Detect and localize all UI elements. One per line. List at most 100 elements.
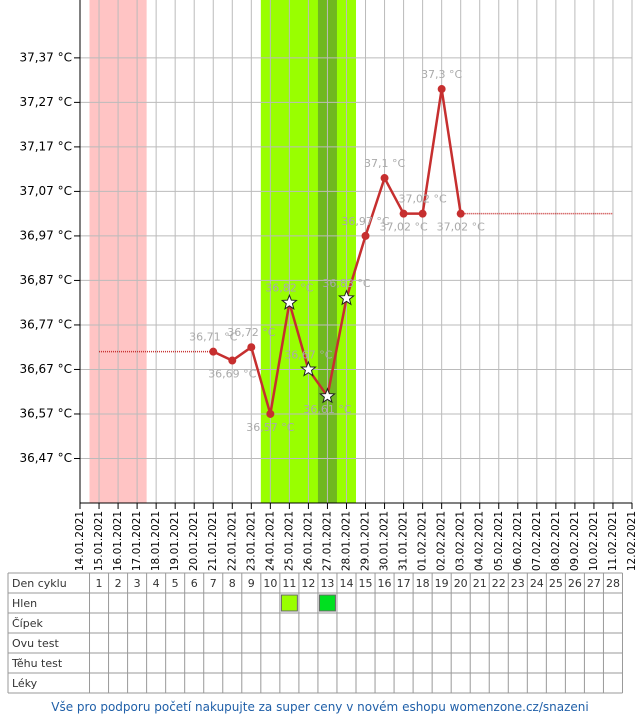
cycle-day: 16 bbox=[378, 577, 392, 590]
point bbox=[456, 209, 465, 218]
cycle-day: 2 bbox=[115, 577, 122, 590]
cycle-day: 5 bbox=[172, 577, 179, 590]
x-tick-label: 11.02.2021 bbox=[607, 511, 619, 571]
cycle-day: 18 bbox=[416, 577, 430, 590]
x-tick-label: 19.01.2021 bbox=[169, 511, 181, 571]
cycle-day: 28 bbox=[606, 577, 620, 590]
y-tick-label: 36,57 °C bbox=[19, 406, 72, 420]
x-tick-label: 25.01.2021 bbox=[283, 511, 295, 571]
cycle-day: 8 bbox=[229, 577, 236, 590]
y-tick-label: 37,27 °C bbox=[19, 95, 72, 109]
cycle-day: 14 bbox=[339, 577, 353, 590]
x-tick-label: 28.01.2021 bbox=[340, 511, 352, 571]
point bbox=[399, 209, 408, 218]
point bbox=[380, 174, 389, 183]
cycle-day: 13 bbox=[320, 577, 334, 590]
y-tick-label: 36,87 °C bbox=[19, 273, 72, 287]
y-tick-label: 36,97 °C bbox=[19, 228, 72, 242]
cycle-day: 25 bbox=[549, 577, 563, 590]
x-tick-label: 09.02.2021 bbox=[569, 511, 581, 571]
data-label: 36,67 °C bbox=[284, 348, 332, 361]
cycle-day: 23 bbox=[511, 577, 525, 590]
row-label: Těhu test bbox=[11, 657, 63, 670]
x-tick-label: 16.01.2021 bbox=[112, 511, 124, 571]
x-tick-label: 12.02.2021 bbox=[626, 511, 638, 571]
cycle-day: 9 bbox=[248, 577, 255, 590]
data-label: 36,72 °C bbox=[227, 326, 275, 339]
x-tick-label: 27.01.2021 bbox=[321, 511, 333, 571]
star-marker bbox=[318, 387, 336, 404]
footer: Vše pro podporu početí nakupujte za supe… bbox=[51, 700, 589, 714]
point bbox=[228, 356, 237, 365]
x-tick-label: 02.02.2021 bbox=[436, 511, 448, 571]
data-label: 36,83 °C bbox=[322, 277, 370, 290]
point bbox=[266, 409, 275, 418]
cycle-day: 11 bbox=[282, 577, 296, 590]
mucus-mark bbox=[318, 594, 336, 612]
x-tick-label: 10.02.2021 bbox=[588, 511, 600, 571]
star-marker bbox=[337, 289, 355, 306]
point bbox=[209, 347, 218, 356]
x-tick-label: 20.01.2021 bbox=[188, 511, 200, 571]
x-tick-label: 04.02.2021 bbox=[474, 511, 486, 571]
x-tick-label: 14.01.2021 bbox=[74, 511, 86, 571]
row-label: Ovu test bbox=[12, 637, 59, 650]
row-label: Čípek bbox=[12, 617, 43, 630]
x-tick-label: 01.02.2021 bbox=[417, 511, 429, 571]
x-tick-label: 31.01.2021 bbox=[398, 511, 410, 571]
y-tick-label: 36,67 °C bbox=[19, 362, 72, 376]
y-tick-label: 36,77 °C bbox=[19, 317, 72, 331]
cycle-day: 6 bbox=[191, 577, 198, 590]
point bbox=[361, 231, 370, 240]
star-marker bbox=[280, 293, 298, 310]
cycle-day: 24 bbox=[530, 577, 544, 590]
cycle-day: 7 bbox=[210, 577, 217, 590]
row-label: Hlen bbox=[12, 597, 37, 610]
x-tick-label: 21.01.2021 bbox=[207, 511, 219, 571]
star-marker bbox=[299, 360, 317, 377]
cycle-day: 15 bbox=[359, 577, 373, 590]
cycle-day: 12 bbox=[301, 577, 315, 590]
cycle-day: 3 bbox=[134, 577, 141, 590]
mucus-mark bbox=[280, 594, 298, 612]
data-label: 37,1 °C bbox=[364, 157, 405, 170]
data-label: 37,02 °C bbox=[437, 221, 485, 234]
x-tick-label: 05.02.2021 bbox=[493, 511, 505, 571]
data-label: 36,57 °C bbox=[246, 421, 294, 434]
point bbox=[437, 85, 446, 94]
x-tick-label: 23.01.2021 bbox=[245, 511, 257, 571]
x-tick-label: 06.02.2021 bbox=[512, 511, 524, 571]
data-label: 36,97 °C bbox=[341, 215, 389, 228]
x-tick-label: 30.01.2021 bbox=[379, 511, 391, 571]
cycle-day: 17 bbox=[397, 577, 411, 590]
x-tick-label: 15.01.2021 bbox=[93, 511, 105, 571]
x-tick-label: 18.01.2021 bbox=[150, 511, 162, 571]
x-tick-label: 08.02.2021 bbox=[550, 511, 562, 571]
cycle-day: 21 bbox=[473, 577, 487, 590]
data-label: 36,82 °C bbox=[265, 282, 313, 295]
cycle-day: 19 bbox=[435, 577, 449, 590]
y-tick-label: 36,47 °C bbox=[19, 451, 72, 465]
data-label: 36,71 °C bbox=[189, 331, 237, 344]
point bbox=[247, 343, 256, 352]
data-label: 37,02 °C bbox=[399, 193, 447, 206]
data-label: 37,3 °C bbox=[421, 68, 462, 81]
data-label: 36,69 °C bbox=[208, 368, 256, 381]
x-tick-label: 17.01.2021 bbox=[131, 511, 143, 571]
x-tick-label: 29.01.2021 bbox=[360, 511, 372, 571]
row-label: Léky bbox=[12, 677, 38, 690]
y-tick-label: 37,17 °C bbox=[19, 139, 72, 153]
y-tick-label: 37,07 °C bbox=[19, 184, 72, 198]
data-label: 36,61 °C bbox=[303, 403, 351, 416]
point bbox=[418, 209, 427, 218]
y-tick-label: 37,37 °C bbox=[19, 50, 72, 64]
x-tick-label: 24.01.2021 bbox=[264, 511, 276, 571]
cycle-day: 4 bbox=[153, 577, 160, 590]
data-label: 37,02 °C bbox=[380, 221, 428, 234]
cycle-day: 1 bbox=[96, 577, 103, 590]
cycle-day: 27 bbox=[587, 577, 601, 590]
cycle-day: 20 bbox=[454, 577, 468, 590]
x-tick-label: 03.02.2021 bbox=[455, 511, 467, 571]
cycle-day: 10 bbox=[263, 577, 277, 590]
